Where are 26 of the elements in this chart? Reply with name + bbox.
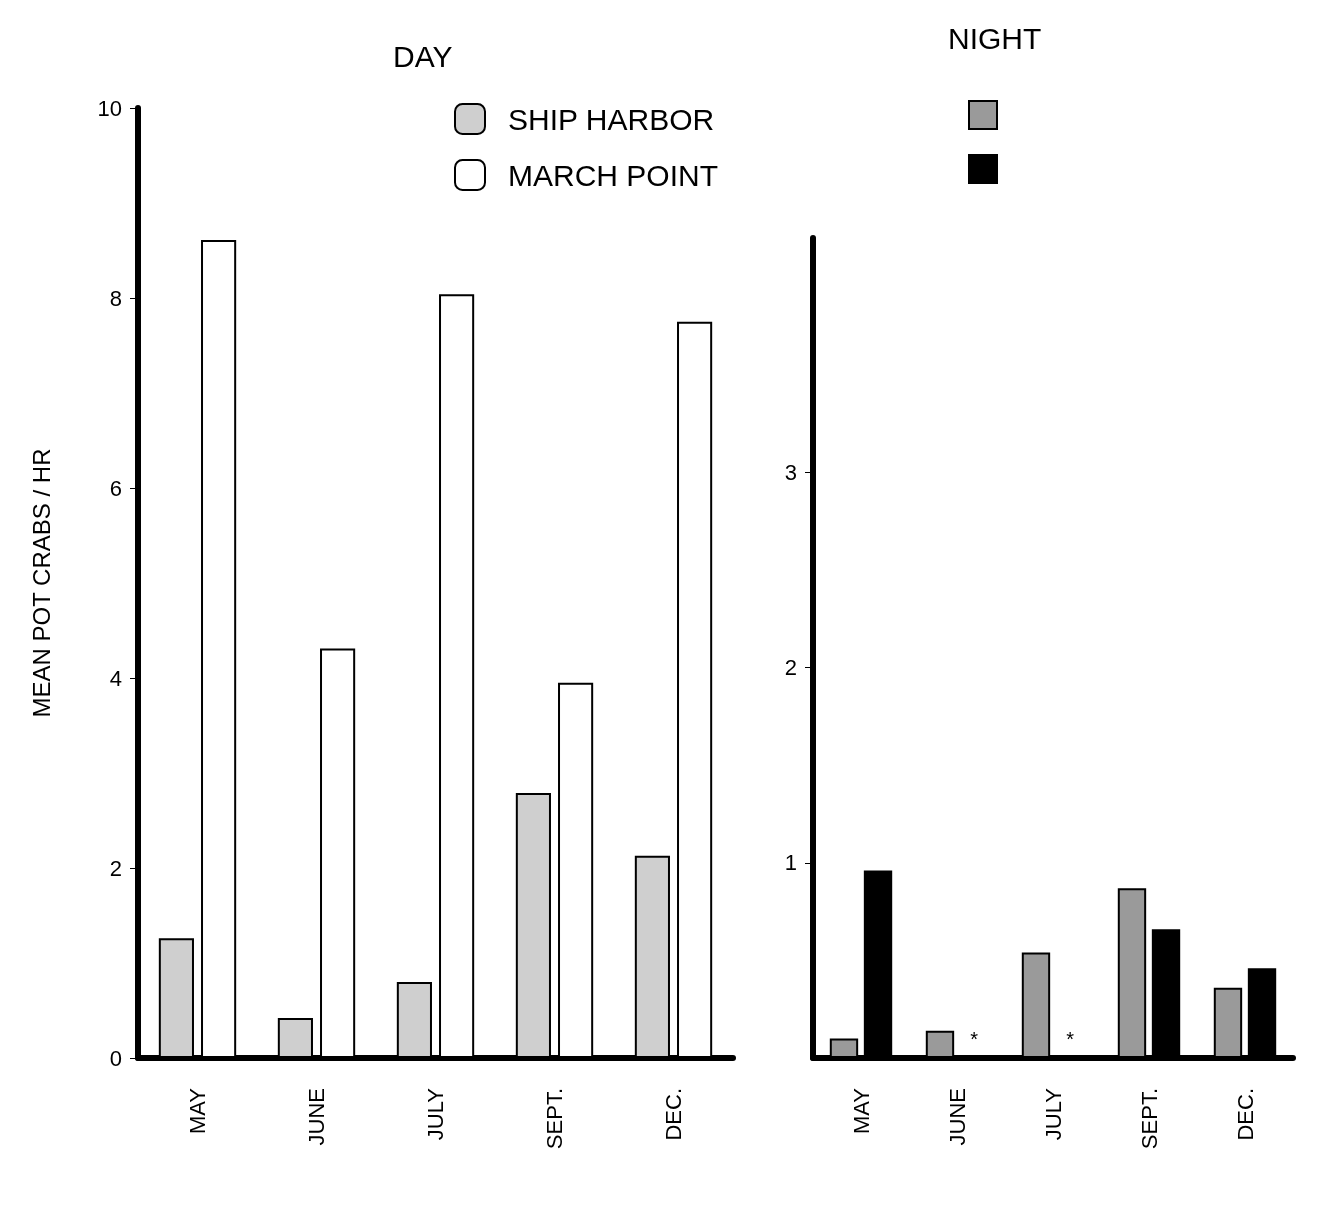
y-tick-label: 10 (97, 95, 122, 121)
x-tick-label: MAY (185, 1087, 210, 1135)
x-tick-label: JULY (1040, 1087, 1066, 1141)
y-tick-label: 0 (109, 1045, 122, 1071)
x-tick-label: MAY (848, 1087, 874, 1135)
y-tick-label: 2 (109, 855, 122, 881)
x-tick-label: DEC. (1232, 1088, 1258, 1141)
legend-label: MARCH POINT (508, 158, 718, 192)
y-tick-label: 4 (109, 665, 122, 691)
annotation: * (1066, 1028, 1075, 1050)
chart-title: DAY (393, 39, 453, 73)
x-tick-label: JULY (423, 1087, 448, 1141)
y-axis-title: MEAN POT CRABS / HR (27, 448, 55, 718)
chart-title: NIGHT (948, 21, 1042, 55)
x-tick-label: JUNE (944, 1088, 970, 1146)
y-tick-label: 3 (784, 459, 797, 485)
x-tick-label: SEPT. (1136, 1088, 1162, 1150)
y-tick-label: 8 (109, 285, 122, 311)
y-tick-label: 1 (784, 850, 797, 876)
y-tick-label: 2 (784, 655, 797, 681)
legend-label: SHIP HARBOR (508, 102, 715, 136)
y-tick-label: 6 (109, 475, 122, 501)
x-tick-label: DEC. (661, 1088, 686, 1141)
annotation: * (970, 1028, 979, 1050)
x-tick-label: SEPT. (542, 1088, 567, 1150)
x-tick-label: JUNE (304, 1088, 329, 1146)
